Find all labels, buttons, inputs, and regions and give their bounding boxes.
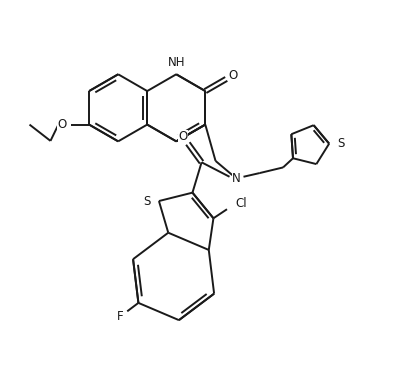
Text: F: F (117, 310, 124, 323)
Text: O: O (58, 118, 67, 131)
Text: NH: NH (168, 56, 185, 69)
Text: S: S (337, 137, 345, 150)
Text: Cl: Cl (235, 197, 247, 210)
Text: O: O (178, 130, 188, 143)
Text: O: O (228, 69, 237, 82)
Text: N: N (232, 172, 241, 185)
Text: S: S (143, 194, 150, 208)
